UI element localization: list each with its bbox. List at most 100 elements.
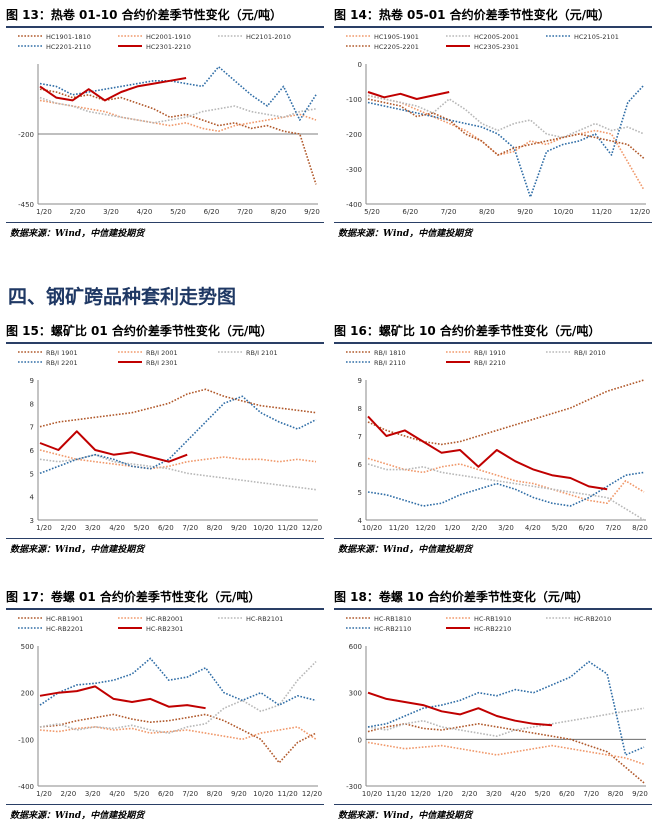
data-source-note: 数据来源：Wind，中信建投期货 (10, 545, 145, 555)
legend-label: RB/I 2201 (46, 359, 78, 367)
x-tick-label: 2/20 (462, 790, 478, 798)
x-tick-label: 7/20 (182, 524, 198, 532)
x-tick-label: 10/20 (553, 208, 573, 216)
chart-legend: RB/I 1810 RB/I 1910 RB/I 2010 RB/I 2110 RB/I… (346, 349, 606, 367)
legend-label: HC2205-2201 (374, 43, 419, 51)
x-tick-label: 11/20 (389, 524, 409, 532)
series-line (367, 660, 645, 756)
legend-label: HC-RB2301 (146, 625, 183, 633)
x-tick-label: 4/20 (525, 524, 541, 532)
legend-label: RB/I 1810 (374, 349, 406, 357)
source-rule (6, 222, 324, 223)
chart-panel-1: 图 13：热卷 01-10 合约价差季节性变化（元/吨） HC1901-1810 H… (6, 6, 324, 240)
data-source-note: 数据来源：Wind，中信建投期货 (338, 811, 473, 821)
series-line (39, 449, 317, 470)
x-tick-label: 12/20 (302, 790, 322, 798)
x-tick-label: 9/20 (304, 208, 320, 216)
series-line (39, 388, 317, 428)
x-tick-label: 3/20 (85, 790, 101, 798)
y-tick-label: 8 (358, 405, 362, 413)
series-line (367, 463, 645, 521)
y-tick-label: 3 (30, 517, 34, 525)
y-tick-label: -300 (346, 166, 362, 174)
chart-panel-2: 图 14：热卷 05-01 合约价差季节性变化（元/吨） HC1905-1901 H… (334, 6, 652, 240)
series-line (39, 726, 317, 741)
x-tick-label: 12/20 (630, 208, 650, 216)
source-rule (334, 804, 652, 805)
x-tick-label: 2/20 (60, 524, 76, 532)
chart-legend: HC-RB1901 HC-RB2001 HC-RB2101 HC-RB2201 HC-R… (18, 615, 283, 633)
source-rule (334, 222, 652, 223)
series-line (39, 430, 188, 463)
x-tick-label: 7/20 (441, 208, 457, 216)
legend-label: HC-RB2201 (46, 625, 83, 633)
x-tick-label: 3/20 (486, 790, 502, 798)
x-tick-label: 1/20 (437, 790, 453, 798)
y-tick-label: 6 (358, 461, 363, 469)
title-rule (6, 608, 324, 610)
legend-label: RB/I 2110 (374, 359, 406, 367)
series-line (39, 713, 317, 764)
legend-label: RB/I 2301 (146, 359, 178, 367)
series-line (367, 91, 450, 100)
x-tick-label: 6/20 (579, 524, 595, 532)
y-tick-label: -200 (18, 131, 34, 139)
data-source-note: 数据来源：Wind，中信建投期货 (338, 545, 473, 555)
y-tick-label: 600 (349, 643, 362, 651)
series-line (367, 94, 645, 191)
line-chart: HC1901-1810 HC2001-1910 HC2101-2010 HC2201-… (18, 33, 320, 216)
series-line (39, 88, 317, 185)
series-line (367, 457, 645, 504)
legend-label: HC-RB1810 (374, 615, 411, 623)
y-tick-label: 9 (358, 377, 362, 385)
series-line (39, 453, 317, 491)
title-rule (6, 26, 324, 28)
title-rule (334, 26, 652, 28)
legend-label: HC-RB2101 (246, 615, 283, 623)
data-source-note: 数据来源：Wind，中信建投期货 (10, 811, 145, 821)
x-tick-label: 5/20 (364, 208, 380, 216)
legend-label: RB/I 1901 (46, 349, 78, 357)
y-tick-label: 5 (30, 470, 34, 478)
chart-title: 图 15：螺矿比 01 合约价差季节性变化（元/吨） (6, 324, 273, 338)
y-tick-label: 6 (30, 447, 35, 455)
source-rule (6, 538, 324, 539)
series-line (367, 98, 645, 160)
series-line (39, 66, 317, 121)
x-tick-label: 6/20 (158, 790, 174, 798)
y-tick-label: 7 (30, 424, 34, 432)
y-tick-label: -400 (18, 783, 34, 791)
y-tick-label: 9 (30, 377, 34, 385)
chart-title: 图 17：卷螺 01 合约价差季节性变化（元/吨） (6, 590, 261, 604)
legend-label: HC-RB2010 (574, 615, 611, 623)
x-tick-label: 3/20 (85, 524, 101, 532)
chart-title: 图 18：卷螺 10 合约价差季节性变化（元/吨） (334, 590, 589, 604)
x-tick-label: 2/20 (471, 524, 487, 532)
x-tick-label: 9/20 (632, 790, 648, 798)
chart-panel-6: 图 18：卷螺 10 合约价差季节性变化（元/吨） HC-RB1810 HC-RB1… (334, 588, 652, 822)
x-tick-label: 7/20 (583, 790, 599, 798)
chart-panel-4: 图 16：螺矿比 10 合约价差季节性变化（元/吨） RB/I 1810 RB/I … (334, 322, 652, 556)
chart-legend: HC1905-1901 HC2005-2001 HC2105-2101 HC2205-… (346, 33, 619, 51)
x-tick-label: 12/20 (411, 790, 431, 798)
title-rule (334, 608, 652, 610)
x-tick-label: 7/20 (182, 790, 198, 798)
data-source-note: 数据来源：Wind，中信建投期货 (338, 229, 473, 239)
y-tick-label: 4 (358, 517, 363, 525)
x-tick-label: 6/20 (204, 208, 220, 216)
y-tick-label: 0 (358, 61, 362, 69)
chart-legend: HC1901-1810 HC2001-1910 HC2101-2010 HC2201-… (18, 33, 291, 51)
x-tick-label: 8/20 (632, 524, 648, 532)
x-tick-label: 11/20 (278, 790, 298, 798)
source-rule (6, 804, 324, 805)
y-tick-label: 4 (30, 494, 35, 502)
series-line (367, 94, 645, 139)
chart-title: 图 13：热卷 01-10 合约价差季节性变化（元/吨） (6, 8, 282, 22)
source-rule (334, 538, 652, 539)
x-tick-label: 12/20 (416, 524, 436, 532)
series-line (367, 415, 608, 491)
x-tick-label: 5/20 (552, 524, 568, 532)
y-tick-label: 8 (30, 400, 34, 408)
legend-label: HC-RB2110 (374, 625, 411, 633)
chart-title: 图 14：热卷 05-01 合约价差季节性变化（元/吨） (334, 8, 610, 22)
